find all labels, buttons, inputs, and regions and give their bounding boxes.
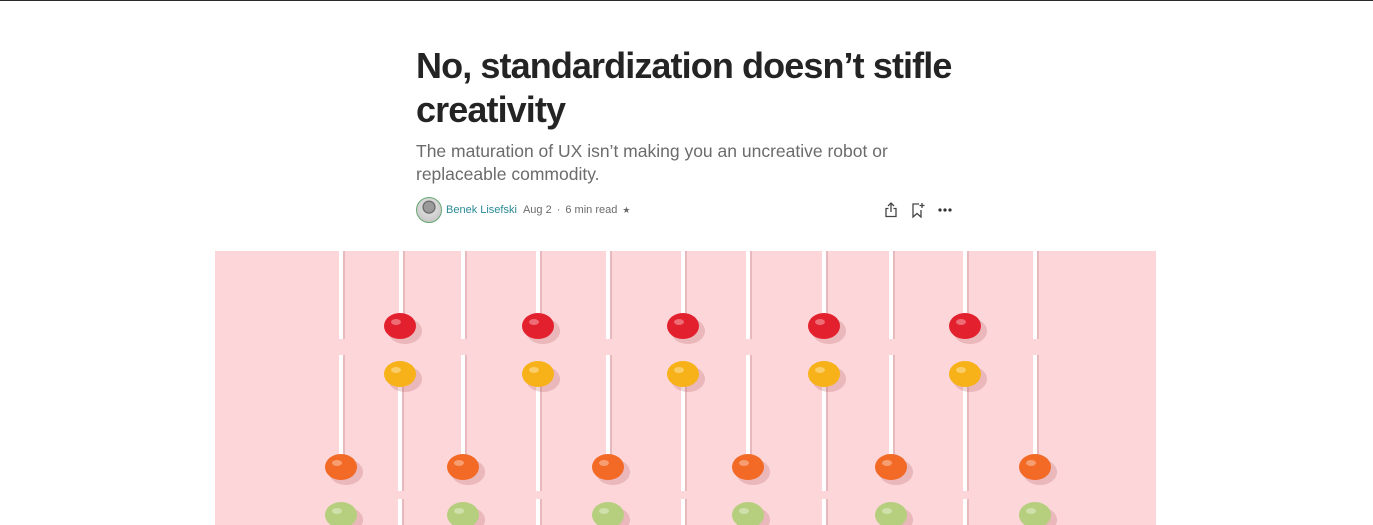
lollipop-highlight <box>454 460 464 466</box>
bookmark-button[interactable] <box>904 198 931 222</box>
read-time: 6 min read <box>565 204 618 216</box>
article-subtitle: The maturation of UX isn’t making you an… <box>416 141 888 184</box>
lollipop-stick <box>536 251 540 313</box>
lollipop-highlight <box>529 319 539 325</box>
lollipop-stick <box>681 499 685 525</box>
lollipop-stick <box>536 499 540 525</box>
lollipop-highlight <box>599 460 609 466</box>
lollipop-highlight <box>391 367 401 373</box>
lollipop-highlight <box>332 508 342 514</box>
lollipop-stick <box>746 355 750 456</box>
lollipop-candy <box>325 502 357 525</box>
lollipop-candy <box>592 502 624 525</box>
lollipop-stick <box>398 499 402 525</box>
lollipop-candy <box>949 313 981 339</box>
lollipop-highlight <box>674 367 684 373</box>
share-icon <box>884 202 897 218</box>
lollipop-candy <box>667 361 699 387</box>
lollipop-stick <box>1033 251 1037 339</box>
lollipop-highlight <box>956 367 966 373</box>
lollipop-stick <box>681 251 685 313</box>
lollipop-highlight <box>391 319 401 325</box>
lollipop-stick <box>536 375 540 491</box>
lollipop-candy <box>522 313 554 339</box>
lollipop-candy <box>522 361 554 387</box>
lollipop-candy <box>384 361 416 387</box>
top-divider <box>0 0 1373 1</box>
more-horizontal-icon <box>937 208 952 212</box>
lollipop-stick <box>606 355 610 456</box>
lollipop-stick <box>398 375 402 491</box>
lollipop-highlight <box>454 508 464 514</box>
lollipop-candy <box>447 454 479 480</box>
lollipop-highlight <box>1026 508 1036 514</box>
article-title: No, standardization doesn’t stifle creat… <box>416 45 952 130</box>
lollipop-stick <box>681 375 685 491</box>
hero-image <box>215 251 1156 525</box>
lollipop-stick <box>461 251 465 339</box>
lollipop-candy <box>384 313 416 339</box>
article-meta: Aug 2 · 6 min read ★ <box>523 204 630 216</box>
lollipop-candy <box>1019 454 1051 480</box>
lollipop-stick <box>822 251 826 313</box>
lollipop-stick <box>606 251 610 339</box>
lollipop-candy <box>949 361 981 387</box>
lollipop-candy <box>1019 502 1051 525</box>
lollipop-stick <box>963 375 967 491</box>
lollipop-candy <box>592 454 624 480</box>
lollipop-highlight <box>1026 460 1036 466</box>
lollipop-stick <box>889 251 893 339</box>
byline: Benek Lisefski Aug 2 · 6 min read ★ <box>416 196 958 224</box>
lollipop-stick <box>339 251 343 339</box>
lollipop-stick <box>461 355 465 456</box>
lollipop-candy <box>447 502 479 525</box>
lollipop-highlight <box>882 508 892 514</box>
lollipop-candy <box>808 361 840 387</box>
article-actions <box>877 198 958 222</box>
lollipop-stick <box>963 251 967 313</box>
article-header: No, standardization doesn’t stifle creat… <box>416 44 976 186</box>
author-avatar[interactable] <box>416 197 442 223</box>
lollipop-stick <box>399 251 403 339</box>
lollipop-candy <box>875 454 907 480</box>
lollipop-highlight <box>674 319 684 325</box>
lollipop-candy <box>808 313 840 339</box>
publish-date: Aug 2 <box>522 204 552 216</box>
lollipop-stick <box>889 355 893 456</box>
lollipop-candy <box>325 454 357 480</box>
lollipop-stick <box>822 375 826 491</box>
lollipop-highlight <box>956 319 966 325</box>
lollipop-highlight <box>739 508 749 514</box>
lollipop-stick <box>746 251 750 339</box>
lollipop-candy <box>732 454 764 480</box>
lollipop-stick <box>963 499 967 525</box>
lollipop-highlight <box>332 460 342 466</box>
meta-separator: · <box>556 204 561 216</box>
lollipop-illustration <box>325 251 1057 525</box>
lollipop-highlight <box>882 460 892 466</box>
lollipop-stick <box>1033 355 1037 456</box>
lollipop-highlight <box>739 460 749 466</box>
lollipop-stick <box>339 355 343 456</box>
lollipop-candy <box>875 502 907 525</box>
share-button[interactable] <box>877 198 904 222</box>
lollipop-highlight <box>815 367 825 373</box>
lollipop-highlight <box>815 319 825 325</box>
star-icon: ★ <box>622 204 631 215</box>
author-name-link[interactable]: Benek Lisefski <box>446 204 517 216</box>
lollipop-stick <box>822 499 826 525</box>
lollipop-candy <box>732 502 764 525</box>
lollipop-highlight <box>599 508 609 514</box>
bookmark-add-icon <box>911 203 924 218</box>
lollipop-candy <box>667 313 699 339</box>
more-button[interactable] <box>931 198 958 222</box>
lollipop-highlight <box>529 367 539 373</box>
